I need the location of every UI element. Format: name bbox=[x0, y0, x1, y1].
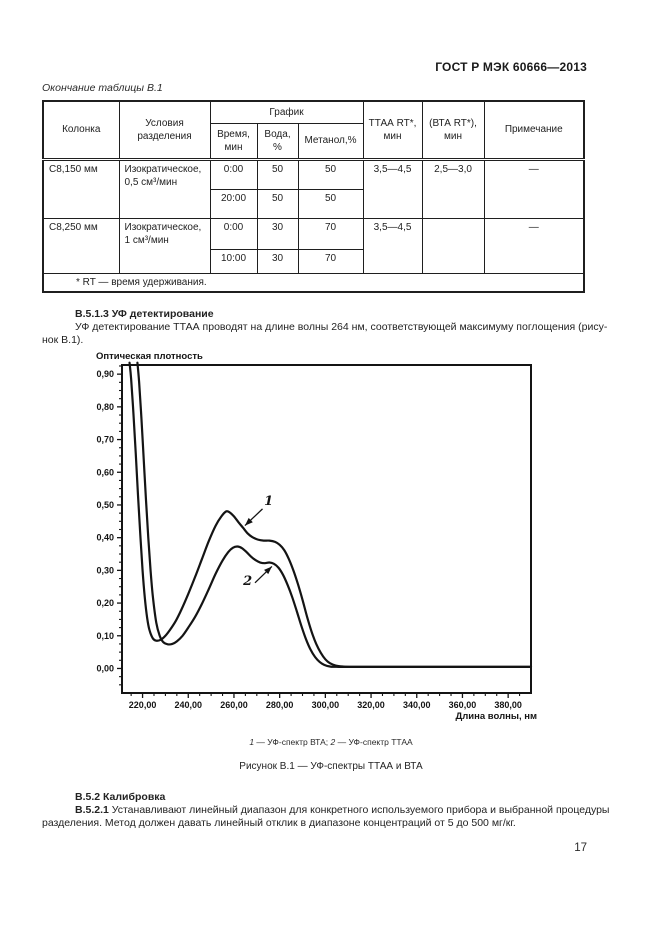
header-time: Время, мин bbox=[209, 122, 258, 161]
y-axis-title: Оптическая плотность bbox=[96, 351, 203, 362]
cell-column: C8,150 мм bbox=[42, 158, 120, 219]
section-521-text: Устанавливают линейный диапазон для конк… bbox=[108, 804, 610, 816]
table-row: C8,250 мм Изократическое, 1 см³/мин 0:00… bbox=[42, 217, 585, 274]
chart-legend-caption: 1 — УФ-спектр ВТА; 2 — УФ-спектр ТТАА bbox=[42, 737, 620, 747]
uv-spectra-chart: Оптическая плотность Длина волны, нм 220,0… bbox=[60, 347, 560, 732]
legend-series1-number: 1 bbox=[249, 737, 255, 747]
table-continuation-title: Окончание таблицы В.1 bbox=[42, 82, 163, 94]
separation-conditions-table: Колонка Условия разделения График ТТАА R… bbox=[42, 100, 586, 293]
cell-bta-rt: 2,5—3,0 bbox=[421, 158, 485, 219]
annotation-arrowhead bbox=[264, 566, 272, 575]
y-tick-label: 0,70 bbox=[96, 435, 114, 445]
x-tick-label: 260,00 bbox=[220, 700, 248, 710]
x-tick-label: 360,00 bbox=[449, 700, 477, 710]
curve-label-2: 2 bbox=[242, 574, 252, 589]
cell-methanol: 50 bbox=[297, 188, 364, 219]
x-tick-label: 220,00 bbox=[129, 700, 157, 710]
cell-methanol: 70 bbox=[297, 217, 364, 250]
header-conditions: Условия разделения bbox=[118, 100, 211, 161]
figure-caption: Рисунок В.1 — УФ-спектры ТТАА и ВТА bbox=[239, 761, 423, 772]
cell-water: 50 bbox=[256, 188, 299, 219]
section-52-heading: В.5.2 Калибровка bbox=[75, 791, 166, 803]
x-tick-label: 320,00 bbox=[357, 700, 385, 710]
section-521-paragraph-line1: В.5.2.1 Устанавливают линейный диапазон … bbox=[75, 804, 609, 816]
legend-series1-text: — УФ-спектр ВТА; bbox=[254, 737, 331, 747]
cell-note: — bbox=[483, 158, 585, 219]
y-tick-label: 0,30 bbox=[96, 565, 114, 575]
header-column: Колонка bbox=[42, 100, 120, 161]
y-tick-label: 0,60 bbox=[96, 467, 114, 477]
cell-ttaa-rt: 3,5—4,5 bbox=[362, 217, 423, 274]
header-bta-rt: (ВТА RT*), мин bbox=[421, 100, 485, 161]
cell-water: 30 bbox=[256, 248, 299, 274]
y-tick-label: 0,90 bbox=[96, 369, 114, 379]
cell-note: — bbox=[483, 217, 585, 274]
annotation-arrowhead bbox=[244, 517, 253, 526]
header-ttaa-rt: ТТАА RT*, мин bbox=[362, 100, 423, 161]
legend-series2-text: — УФ-спектр ТТАА bbox=[335, 737, 413, 747]
y-tick-label: 0,00 bbox=[96, 663, 114, 673]
section-513-paragraph-line1: УФ детектирование ТТАА проводят на длине… bbox=[75, 321, 608, 333]
x-tick-label: 300,00 bbox=[312, 700, 340, 710]
spectrum-curve-2 bbox=[136, 361, 533, 668]
cell-bta-rt bbox=[421, 217, 485, 274]
section-521-number: В.5.2.1 bbox=[75, 804, 109, 816]
header-methanol: Метанол,% bbox=[297, 122, 364, 161]
table-footnote: * RT — время удерживания. bbox=[42, 272, 585, 293]
uv-spectra-svg: Оптическая плотность Длина волны, нм 220,0… bbox=[96, 351, 537, 722]
section-513-paragraph-line2: нок В.1). bbox=[42, 334, 84, 346]
cell-water: 30 bbox=[256, 217, 299, 250]
table-footnote-row: * RT — время удерживания. bbox=[42, 272, 585, 293]
cell-time: 20:00 bbox=[209, 188, 258, 219]
cell-time: 10:00 bbox=[209, 248, 258, 274]
table-row: C8,150 мм Изократическое, 0,5 см³/мин 0:… bbox=[42, 158, 585, 219]
y-tick-label: 0,50 bbox=[96, 500, 114, 510]
header-water: Вода, % bbox=[256, 122, 299, 161]
y-tick-label: 0,40 bbox=[96, 533, 114, 543]
section-513-heading: В.5.1.3 УФ детектирование bbox=[75, 308, 214, 320]
x-tick-label: 240,00 bbox=[174, 700, 202, 710]
x-tick-label: 280,00 bbox=[266, 700, 294, 710]
cell-time: 0:00 bbox=[209, 158, 258, 190]
plot-border bbox=[121, 364, 532, 694]
doc-header: ГОСТ Р МЭК 60666—2013 bbox=[435, 60, 587, 74]
page-number: 17 bbox=[574, 842, 587, 854]
cell-methanol: 70 bbox=[297, 248, 364, 274]
spectrum-curve-1 bbox=[128, 361, 533, 668]
cell-time: 0:00 bbox=[209, 217, 258, 250]
y-tick-label: 0,10 bbox=[96, 631, 114, 641]
cell-water: 50 bbox=[256, 158, 299, 190]
y-tick-label: 0,20 bbox=[96, 598, 114, 608]
cell-column: C8,250 мм bbox=[42, 217, 120, 274]
section-521-paragraph-line2: разделения. Метод должен давать линейный… bbox=[42, 817, 516, 829]
header-graph: График bbox=[209, 100, 364, 124]
table-row: 10:00 30 70 bbox=[43, 248, 584, 274]
cell-conditions: Изократическое, 1 см³/мин bbox=[118, 217, 211, 274]
x-axis-title: Длина волны, нм bbox=[455, 711, 537, 722]
x-tick-label: 380,00 bbox=[494, 700, 522, 710]
cell-ttaa-rt: 3,5—4,5 bbox=[362, 158, 423, 219]
x-tick-label: 340,00 bbox=[403, 700, 431, 710]
curve-label-1: 1 bbox=[264, 494, 273, 509]
cell-methanol: 50 bbox=[297, 158, 364, 190]
y-tick-label: 0,80 bbox=[96, 402, 114, 412]
header-note: Примечание bbox=[483, 100, 585, 161]
cell-conditions: Изократическое, 0,5 см³/мин bbox=[118, 158, 211, 219]
legend-series2-number: 2 bbox=[330, 737, 336, 747]
